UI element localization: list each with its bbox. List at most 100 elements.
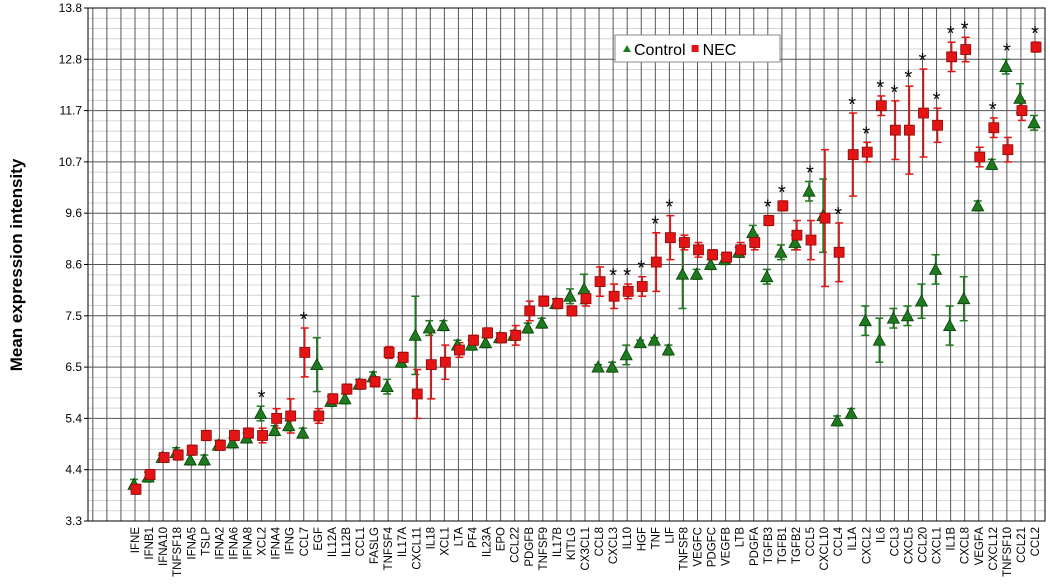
x-tick-label: LIF [664,527,676,544]
marker [439,356,451,368]
x-tick-label: IL18 [425,527,437,549]
marker [253,406,268,419]
marker [468,334,479,346]
plot-border [87,7,1046,522]
marker [760,269,774,283]
marker [496,332,508,344]
significance-marker: * [764,197,772,219]
x-tick-label: IL12A [327,527,339,557]
marker [186,444,198,456]
marker [591,360,605,373]
x-tick-label: LTB [735,527,747,548]
marker [985,157,999,170]
marker [552,298,564,309]
significance-marker: * [609,265,617,287]
significance-marker: * [848,94,856,116]
marker [299,347,311,358]
x-tick-label: PF4 [468,526,480,548]
marker [928,262,943,275]
y-tick-label: 13.8 [59,1,83,15]
x-tick-label: IFNA4 [271,526,283,559]
marker [886,311,901,324]
marker [819,212,831,224]
marker [380,379,394,393]
x-tick-label: KITLG [566,527,578,560]
marker [703,257,718,270]
marker [650,256,662,268]
x-tick-label: IL17B [552,527,564,557]
marker [946,51,958,63]
significance-marker: * [947,23,955,45]
marker [130,483,142,495]
y-tick-label: 11.7 [60,104,83,118]
significance-marker: * [1031,23,1039,45]
marker [679,237,690,248]
marker [932,119,943,131]
x-tick-label: CXCL11 [411,527,423,570]
marker [830,414,844,427]
legend-marker [623,45,631,52]
marker [661,343,676,356]
marker [158,452,170,463]
marker [707,249,718,261]
y-tick-label: 10.7 [59,155,83,169]
x-tick-label: CCL8 [594,527,606,556]
legend-label: NEC [703,42,737,59]
x-tick-label: TGFB1 [777,527,789,564]
marker [605,360,619,373]
significance-marker: * [905,67,913,89]
x-tick-label: IFNG [285,527,297,555]
marker [243,427,254,439]
x-tick-label: IFNA8 [243,527,255,560]
marker [566,305,578,317]
y-tick-label: 8.6 [65,258,82,272]
x-tick-label: HGF [636,527,648,551]
marker [200,430,212,441]
significance-marker: * [919,50,927,72]
marker [1016,105,1028,116]
x-tick-label: CXCL1 [932,527,944,564]
marker [675,267,690,280]
marker [988,122,1000,134]
x-tick-label: CX3CL1 [580,527,592,570]
x-tick-label: TSLP [200,527,212,556]
significance-marker: * [989,99,997,121]
x-tick-label: IL12B [341,527,353,557]
marker [608,290,620,302]
marker [833,246,845,258]
marker [749,237,761,248]
marker [1002,144,1014,156]
x-tick-label: IL1B [946,527,958,551]
marker [1027,115,1041,129]
x-tick-label: IL17A [397,527,409,557]
y-tick-label: 9.6 [65,206,82,220]
x-tick-label: TGFB2 [791,527,803,564]
x-tick-label: EGF [313,527,325,551]
marker [535,316,549,329]
x-tick-label: IL10 [622,527,634,549]
marker [271,412,283,424]
x-tick-label: IFNB1 [144,527,156,560]
x-tick-label: LTA [453,527,465,547]
marker [327,393,339,405]
marker [861,146,873,158]
legend-label: Control [634,42,686,59]
x-tick-label: CXCL5 [903,527,915,564]
marker [619,348,633,361]
marker [594,276,606,288]
x-tick-label: IL23A [482,527,494,557]
x-tick-label: IFNA10 [158,527,170,566]
marker [957,291,971,305]
x-tick-label: VEGFC [693,527,705,567]
x-tick-label: EPO [496,527,508,551]
marker [805,234,817,246]
x-tick-label: IFNE [130,527,142,554]
x-tick-label: PDGFB [524,527,536,567]
significance-marker: * [623,265,631,287]
y-tick-label: 12.8 [59,52,83,66]
legend-marker [691,45,699,52]
x-tick-label: CXCL8 [960,527,972,564]
x-tick-label: IL1A [847,527,859,551]
x-tick-label: TNFSF9 [538,527,550,570]
